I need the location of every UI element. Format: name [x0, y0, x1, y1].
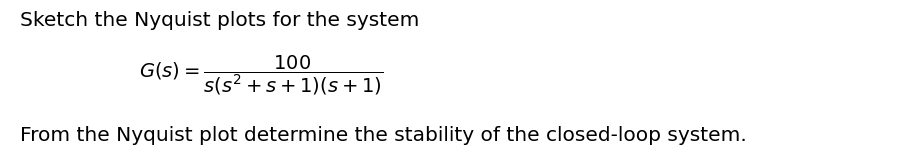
Text: $\mathit{G}(s) = \dfrac{100}{s(s^2+s+1)(s+1)}$: $\mathit{G}(s) = \dfrac{100}{s(s^2+s+1)(…	[139, 53, 383, 97]
Text: Sketch the Nyquist plots for the system: Sketch the Nyquist plots for the system	[20, 11, 419, 30]
Text: From the Nyquist plot determine the stability of the closed-loop system.: From the Nyquist plot determine the stab…	[20, 126, 746, 145]
